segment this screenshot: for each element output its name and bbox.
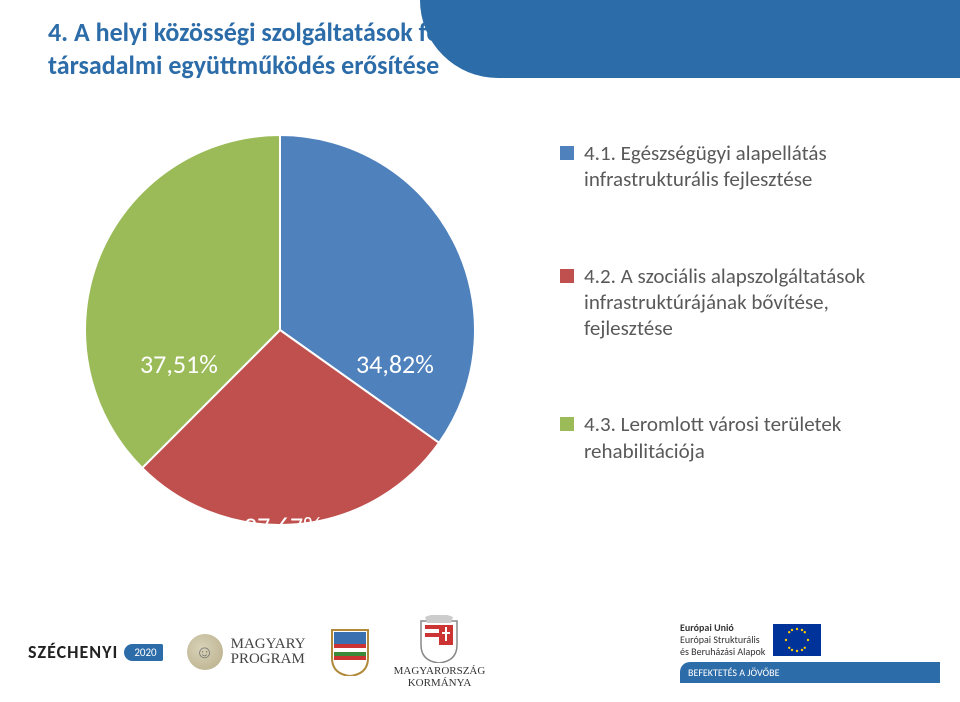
eu-line1: Európai Unió (680, 622, 765, 634)
pie-slice-label: 37,51% (140, 348, 218, 380)
mk-crest-icon (419, 615, 459, 663)
legend-text: 4.1. Egészségügyi alapellátás infrastruk… (584, 140, 890, 193)
eu-text: Európai Unió Európai Strukturális és Ber… (680, 622, 765, 658)
city-crest (330, 628, 370, 676)
mk-text: MAGYARORSZÁG KORMÁNYA (394, 665, 486, 689)
magyary-logo: ☺ MAGYARY PROGRAM (187, 634, 306, 670)
legend-item: 4.2. A szociális alapszolgáltatások infr… (560, 263, 890, 342)
szechenyi-name: SZÉCHENYI (28, 641, 118, 663)
crest-icon (330, 628, 370, 676)
legend-item: 4.3. Leromlott városi területek rehabili… (560, 411, 890, 464)
mk-line1: MAGYARORSZÁG (394, 665, 486, 677)
footer-bar: SZÉCHENYI 2020 ☺ MAGYARY PROGRAM MAGY (0, 610, 960, 702)
eu-box: Európai Unió Európai Strukturális és Ber… (680, 622, 940, 683)
magyary-line2: PROGRAM (231, 652, 306, 667)
legend-item: 4.1. Egészségügyi alapellátás infrastruk… (560, 140, 890, 193)
eu-tagline: BEFEKTETÉS A JÖVŐBE (680, 662, 940, 683)
page-title: 4. A helyi közösségi szolgáltatások fejl… (48, 16, 648, 81)
eu-top: Európai Unió Európai Strukturális és Ber… (680, 622, 940, 658)
pie-svg (80, 130, 480, 530)
legend-text: 4.3. Leromlott városi területek rehabili… (584, 411, 890, 464)
legend-swatch (560, 417, 574, 431)
legend-text: 4.2. A szociális alapszolgáltatások infr… (584, 263, 890, 342)
eu-line2: Európai Strukturális (680, 634, 765, 646)
pie-slice-label: 34,82% (356, 348, 434, 380)
mk-line2: KORMÁNYA (394, 677, 486, 689)
szechenyi-year: 2020 (124, 644, 162, 661)
legend-swatch (560, 146, 574, 160)
eu-flag-icon (773, 624, 821, 656)
mk-logo: MAGYARORSZÁG KORMÁNYA (394, 615, 486, 689)
legend-swatch (560, 269, 574, 283)
magyary-text: MAGYARY PROGRAM (231, 637, 306, 667)
magyary-line1: MAGYARY (231, 637, 306, 652)
legend: 4.1. Egészségügyi alapellátás infrastruk… (560, 100, 920, 580)
pie-slice-label: 27,67% (244, 510, 322, 542)
content-area: 34,82% 27,67% 37,51% 4.1. Egészségügyi ala… (0, 100, 960, 580)
eu-line3: és Beruházási Alapok (680, 646, 765, 658)
medal-icon: ☺ (187, 634, 223, 670)
pie-chart: 34,82% 27,67% 37,51% (0, 100, 560, 580)
szechenyi-logo: SZÉCHENYI 2020 (28, 641, 163, 663)
